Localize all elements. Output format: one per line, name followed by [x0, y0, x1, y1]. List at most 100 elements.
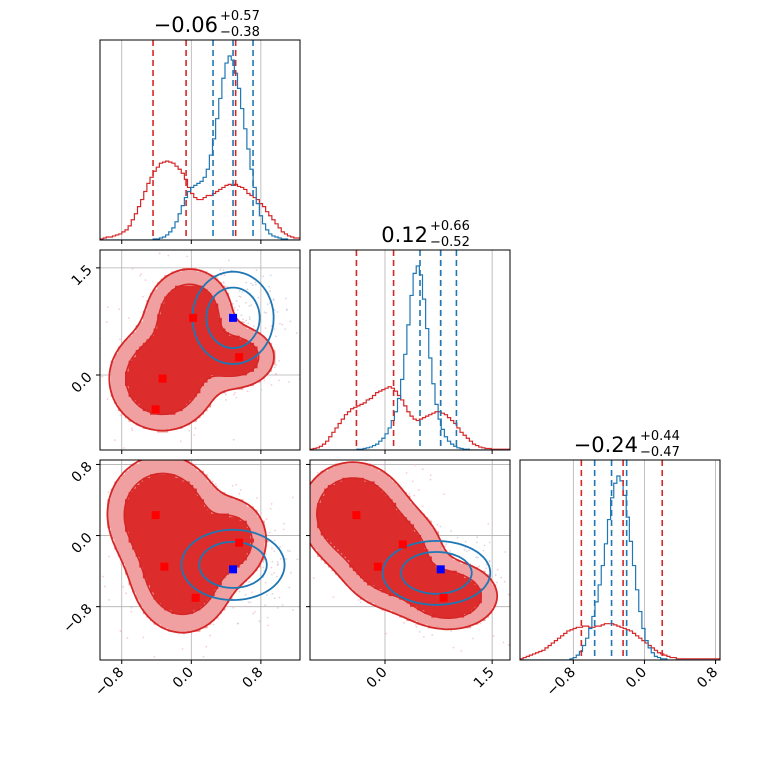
- density-cell: [153, 535, 158, 539]
- density-cell: [160, 346, 165, 351]
- density-cell: [160, 289, 165, 294]
- density-cell: [117, 542, 122, 547]
- density-cell: [160, 599, 165, 604]
- density-cell: [160, 421, 165, 426]
- density-cell: [150, 492, 154, 497]
- density-cell: [117, 492, 122, 497]
- density-cell: [196, 382, 201, 387]
- density-cell: [189, 360, 194, 365]
- scatter-point: [269, 507, 272, 510]
- density-cell: [203, 392, 208, 397]
- density-cell: [192, 389, 197, 394]
- density-cell: [157, 396, 162, 401]
- density-cell: [117, 360, 122, 365]
- density-cell: [146, 610, 151, 614]
- density-cell: [150, 485, 154, 489]
- density-cell: [142, 513, 147, 518]
- density-cell: [146, 488, 151, 493]
- density-cell: [153, 414, 158, 419]
- density-cell: [139, 342, 144, 347]
- density-cell: [142, 602, 147, 607]
- density-cell: [203, 321, 208, 326]
- density-cell: [225, 574, 229, 579]
- density-cell: [150, 585, 154, 589]
- density-cell: [153, 460, 158, 464]
- density-cell: [164, 549, 169, 554]
- density-cell: [250, 339, 254, 344]
- scatter-point: [238, 305, 241, 308]
- density-cell: [239, 510, 244, 514]
- density-cell: [189, 481, 194, 486]
- density-cell: [192, 414, 197, 419]
- density-cell: [142, 360, 147, 365]
- density-cell: [132, 577, 137, 582]
- density-cell: [196, 378, 201, 383]
- density-cell: [242, 364, 247, 369]
- density-cell: [171, 317, 176, 322]
- density-cell: [178, 285, 183, 290]
- density-cell: [160, 342, 165, 347]
- density-cell: [250, 527, 254, 532]
- density-cell: [207, 296, 212, 301]
- density-cell: [171, 275, 176, 279]
- density-cell: [139, 417, 144, 422]
- density-cell: [114, 392, 119, 397]
- density-cell: [214, 488, 219, 493]
- density-cell: [128, 339, 133, 344]
- density-cell: [167, 542, 172, 547]
- density-cell: [150, 382, 154, 387]
- density-cell: [235, 567, 240, 572]
- density-cell: [142, 367, 147, 372]
- density-cell: [146, 357, 151, 362]
- scatter-point: [277, 563, 280, 566]
- density-cell: [142, 485, 147, 489]
- density-cell: [221, 339, 226, 344]
- density-cell: [164, 382, 169, 387]
- density-cell: [132, 364, 137, 369]
- density-cell: [157, 563, 162, 568]
- density-cell: [217, 357, 222, 362]
- density-cell: [189, 382, 194, 387]
- scatter-point: [186, 255, 189, 258]
- scatter-point: [125, 592, 128, 595]
- density-cell: [167, 350, 172, 354]
- density-cell: [146, 531, 151, 536]
- density-cell: [128, 492, 133, 497]
- scatter-point: [285, 297, 287, 300]
- density-cell: [153, 389, 158, 394]
- density-cell: [135, 549, 140, 554]
- density-cell: [142, 353, 147, 358]
- density-cell: [225, 385, 229, 390]
- density-cell: [228, 581, 233, 586]
- density-cell: [196, 310, 201, 315]
- density-cell: [260, 357, 265, 362]
- density-cell: [167, 364, 172, 369]
- density-cell: [160, 389, 165, 394]
- scatter-point: [273, 309, 276, 312]
- density-cell: [135, 421, 140, 426]
- density-cell: [150, 613, 154, 618]
- density-cell: [128, 481, 133, 486]
- density-cell: [235, 375, 240, 379]
- density-cell: [189, 271, 194, 276]
- density-cell: [121, 350, 126, 354]
- density-cell: [150, 292, 154, 297]
- density-cell: [128, 353, 133, 358]
- density-cell: [125, 360, 129, 365]
- density-cell: [110, 367, 115, 372]
- density-cell: [153, 517, 158, 522]
- density-cell: [139, 538, 144, 543]
- density-cell: [153, 463, 158, 468]
- density-cell: [171, 492, 176, 497]
- density-cell: [160, 463, 165, 468]
- joint-panel-0-2: [96, 459, 301, 664]
- scatter-point: [281, 323, 284, 326]
- density-cell: [146, 364, 151, 369]
- density-cell: [232, 574, 237, 579]
- density-cell: [157, 549, 162, 554]
- density-cell: [185, 317, 190, 322]
- density-cell: [167, 549, 172, 554]
- density-cell: [139, 414, 144, 419]
- density-cell: [221, 502, 226, 507]
